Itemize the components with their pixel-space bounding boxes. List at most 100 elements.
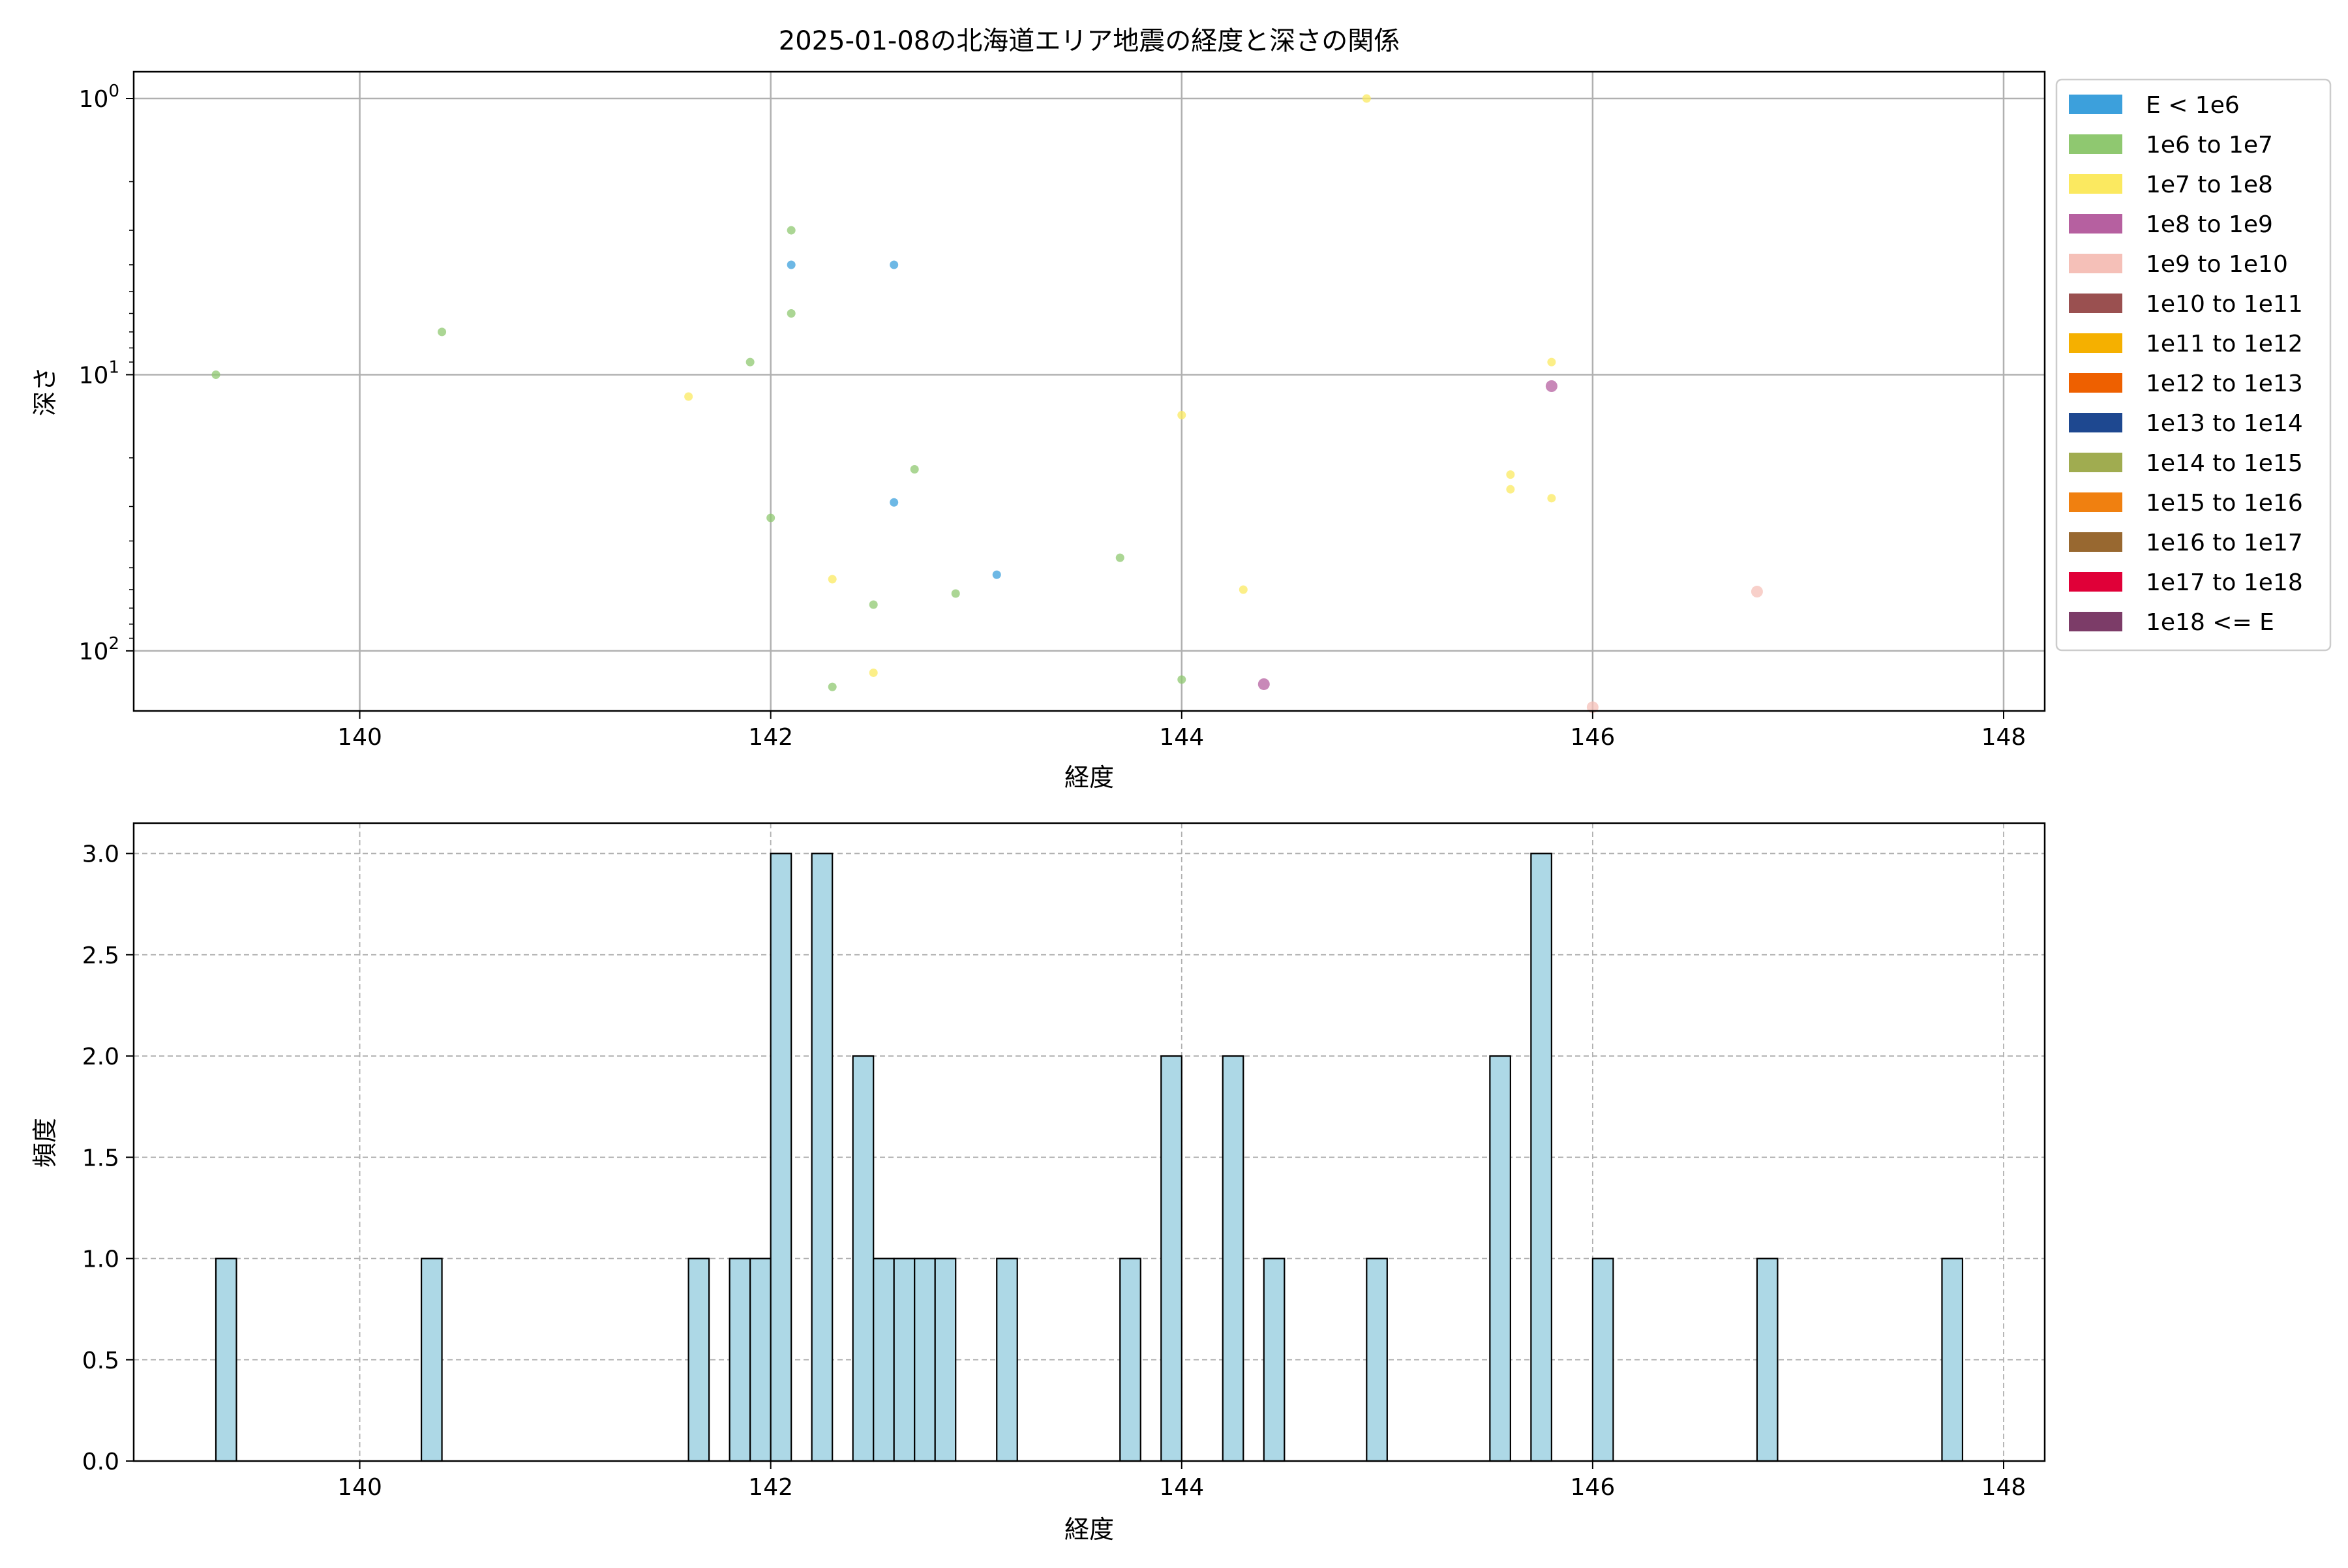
legend-label: 1e8 to 1e9 bbox=[2146, 211, 2273, 238]
histogram-bar bbox=[914, 1258, 936, 1462]
histogram-y-tick-label: 2.0 bbox=[82, 1044, 119, 1070]
scatter-y-tick-exponent: 2 bbox=[108, 634, 119, 654]
legend-label: 1e6 to 1e7 bbox=[2146, 132, 2273, 158]
histogram-grid bbox=[134, 823, 2045, 1462]
scatter-point bbox=[211, 370, 220, 379]
legend-swatch bbox=[2069, 492, 2122, 512]
legend-swatch bbox=[2069, 95, 2122, 114]
histogram-bar bbox=[1489, 1055, 1511, 1462]
scatter-y-axis-label: 深さ bbox=[31, 367, 59, 416]
scatter-title: 2025-01-08の北海道エリア地震の経度と深さの関係 bbox=[779, 26, 1400, 56]
scatter-x-tick-label: 148 bbox=[1981, 724, 2026, 751]
scatter-point bbox=[787, 226, 796, 235]
histogram-bar bbox=[852, 1055, 875, 1462]
histogram-bars bbox=[215, 852, 1964, 1462]
scatter-y-tick-label: 102 bbox=[79, 634, 119, 665]
histogram-bar bbox=[873, 1258, 895, 1462]
scatter-axes-frame bbox=[132, 70, 2046, 712]
scatter-point bbox=[1362, 94, 1371, 103]
scatter-point bbox=[1177, 675, 1186, 684]
legend-swatch bbox=[2069, 572, 2122, 592]
scatter-y-tick-exponent: 0 bbox=[108, 82, 119, 101]
scatter-point bbox=[1257, 678, 1270, 690]
scatter-x-tick-label: 142 bbox=[748, 724, 793, 751]
scatter-point bbox=[787, 260, 796, 269]
scatter-point bbox=[951, 589, 960, 598]
scatter-point bbox=[1547, 357, 1556, 367]
scatter-point bbox=[1751, 586, 1763, 598]
histogram-x-ticks: 140 142 144 146 148 bbox=[337, 1461, 2026, 1501]
histogram-bar bbox=[934, 1258, 957, 1462]
scatter-x-tick-label: 140 bbox=[337, 724, 382, 751]
legend-swatch bbox=[2069, 214, 2122, 234]
scatter-point bbox=[992, 570, 1001, 579]
histogram-x-tick-label: 146 bbox=[1571, 1474, 1616, 1501]
legend-swatch bbox=[2069, 453, 2122, 472]
legend-swatch bbox=[2069, 174, 2122, 194]
scatter-points bbox=[211, 94, 1763, 714]
histogram-bar bbox=[215, 1258, 237, 1462]
histogram-bar bbox=[420, 1258, 443, 1462]
scatter-point bbox=[890, 260, 899, 269]
histogram-y-tick-label: 2.5 bbox=[82, 942, 119, 969]
legend-label: 1e16 to 1e17 bbox=[2146, 530, 2303, 556]
scatter-y-tick-base: 10 bbox=[79, 362, 109, 389]
scatter-point bbox=[1177, 410, 1186, 419]
scatter-point bbox=[1506, 485, 1515, 494]
legend-swatch bbox=[2069, 254, 2122, 273]
legend-swatch bbox=[2069, 333, 2122, 353]
legend-swatch bbox=[2069, 373, 2122, 393]
histogram-x-axis-label: 経度 bbox=[1064, 1515, 1114, 1544]
legend-items: E < 1e6 1e6 to 1e7 1e7 to 1e8 1e8 to 1e9 1e9… bbox=[2069, 92, 2303, 636]
histogram-bar bbox=[1160, 1055, 1182, 1462]
scatter-point bbox=[438, 327, 447, 337]
scatter-point bbox=[766, 513, 775, 522]
scatter-y-tick-label: 101 bbox=[79, 357, 119, 389]
histogram-bar bbox=[729, 1258, 751, 1462]
histogram-y-tick-label: 1.0 bbox=[82, 1246, 119, 1273]
scatter-x-axis-label: 経度 bbox=[1064, 763, 1114, 792]
legend-frame bbox=[2055, 78, 2332, 652]
histogram-axes-frame bbox=[132, 822, 2046, 1462]
scatter-point bbox=[828, 682, 837, 691]
scatter-point bbox=[828, 575, 837, 584]
scatter-point bbox=[1115, 553, 1124, 562]
histogram-x-tick-label: 142 bbox=[748, 1474, 793, 1501]
legend-label: 1e10 to 1e11 bbox=[2146, 291, 2303, 318]
histogram-bar bbox=[1530, 852, 1552, 1462]
legend-swatch bbox=[2069, 134, 2122, 154]
scatter-point bbox=[910, 464, 919, 474]
legend-label: 1e9 to 1e10 bbox=[2146, 251, 2288, 278]
scatter-point bbox=[1239, 585, 1248, 594]
legend-label: 1e11 to 1e12 bbox=[2146, 331, 2303, 357]
histogram-bar bbox=[1119, 1258, 1141, 1462]
histogram-bar bbox=[1222, 1055, 1244, 1462]
histogram-x-tick-label: 144 bbox=[1159, 1474, 1204, 1501]
histogram-bar bbox=[1591, 1258, 1614, 1462]
legend-label: 1e18 <= E bbox=[2146, 609, 2274, 636]
histogram-bar bbox=[770, 852, 792, 1462]
legend-label: 1e15 to 1e16 bbox=[2146, 490, 2303, 517]
scatter-y-tick-base: 10 bbox=[79, 86, 109, 113]
scatter-point bbox=[1506, 470, 1515, 479]
scatter-x-ticks: 140 142 144 146 148 bbox=[337, 711, 2026, 751]
legend-swatch bbox=[2069, 532, 2122, 552]
scatter-y-tick-exponent: 1 bbox=[108, 357, 119, 377]
histogram-bar bbox=[996, 1258, 1018, 1462]
histogram-x-tick-label: 140 bbox=[337, 1474, 382, 1501]
scatter-y-tick-base: 10 bbox=[79, 639, 109, 665]
legend-label: 1e7 to 1e8 bbox=[2146, 172, 2273, 198]
scatter-point bbox=[684, 392, 693, 401]
histogram-bar bbox=[749, 1258, 772, 1462]
scatter-grid bbox=[134, 72, 2045, 711]
histogram-bar bbox=[893, 1258, 916, 1462]
histogram-bar bbox=[1756, 1258, 1779, 1462]
legend: E < 1e6 1e6 to 1e7 1e7 to 1e8 1e8 to 1e9 1e9… bbox=[2055, 78, 2332, 652]
scatter-point bbox=[745, 357, 755, 367]
scatter-point bbox=[869, 600, 878, 609]
scatter-point bbox=[1545, 380, 1558, 392]
histogram-x-tick-label: 148 bbox=[1981, 1474, 2026, 1501]
